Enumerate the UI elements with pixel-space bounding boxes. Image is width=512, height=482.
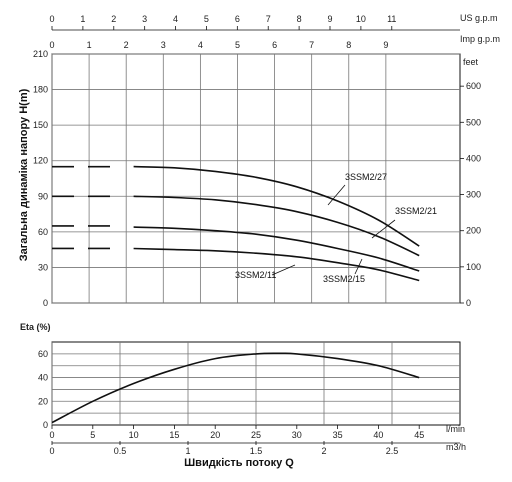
curve-label: 3SSM2/11 <box>235 270 276 280</box>
head-curve-1 <box>133 195 420 257</box>
imp-gpm-axis-title: Imp g.p.m <box>460 34 500 44</box>
head-tick-label: 150 <box>33 120 48 130</box>
eta-tick-label: 40 <box>38 373 48 383</box>
m3h-tick-label: 2.5 <box>386 446 399 456</box>
curve-label: 3SSM2/27 <box>345 172 387 182</box>
curve-label-leader <box>354 258 363 275</box>
curve-label-leader <box>271 264 296 276</box>
feet-tick-label: 0 <box>466 298 471 308</box>
us-gpm-tick-label: 6 <box>235 14 240 24</box>
eta-axis-title: Eta (%) <box>20 322 51 332</box>
us-gpm-tick-label: 5 <box>204 14 209 24</box>
us-gpm-tick-label: 7 <box>266 14 271 24</box>
feet-tick-label: 400 <box>466 153 481 163</box>
curve-label-leader <box>327 184 346 206</box>
head-axis-title: Загальна динаміка напору H(m) <box>18 88 30 261</box>
lmin-tick-label: 45 <box>414 430 424 440</box>
feet-tick-label: 200 <box>466 226 481 236</box>
lmin-tick-label: 30 <box>292 430 302 440</box>
imp-gpm-tick-label: 7 <box>309 40 314 50</box>
us-gpm-tick-label: 0 <box>49 14 54 24</box>
m3h-axis-title: m3/h <box>446 442 466 452</box>
imp-gpm-tick-label: 1 <box>87 40 92 50</box>
imp-gpm-tick-label: 0 <box>49 40 54 50</box>
imp-gpm-tick-label: 4 <box>198 40 203 50</box>
feet-axis-title: feet <box>463 57 479 67</box>
imp-gpm-tick-label: 3 <box>161 40 166 50</box>
us-gpm-tick-label: 2 <box>111 14 116 24</box>
us-gpm-axis-title: US g.p.m <box>460 13 498 23</box>
head-curve-3 <box>133 247 420 282</box>
eta-tick-label: 20 <box>38 396 48 406</box>
head-tick-label: 60 <box>38 227 48 237</box>
us-gpm-tick-label: 11 <box>387 14 396 24</box>
lmin-tick-label: 25 <box>251 430 261 440</box>
m3h-tick-label: 0 <box>49 446 54 456</box>
us-gpm-tick-label: 10 <box>356 14 366 24</box>
m3h-tick-label: 2 <box>321 446 326 456</box>
flow-axis-title: Швидкість потоку Q <box>184 457 294 469</box>
head-curve-0 <box>133 165 420 247</box>
feet-tick-label: 100 <box>466 262 481 272</box>
head-curve-2 <box>133 226 420 272</box>
lmin-tick-label: 5 <box>90 430 95 440</box>
m3h-tick-label: 1 <box>185 446 190 456</box>
imp-gpm-tick-label: 8 <box>346 40 351 50</box>
us-gpm-tick-label: 4 <box>173 14 178 24</box>
us-gpm-tick-label: 9 <box>327 14 332 24</box>
head-tick-label: 120 <box>33 156 48 166</box>
us-gpm-tick-label: 3 <box>142 14 147 24</box>
eta-tick-label: 60 <box>38 349 48 359</box>
head-tick-label: 0 <box>43 298 48 308</box>
head-tick-label: 180 <box>33 85 48 95</box>
feet-tick-label: 300 <box>466 190 481 200</box>
head-plot-frame <box>51 53 461 304</box>
lmin-axis-title: l/min <box>446 424 465 434</box>
m3h-tick-label: 1.5 <box>250 446 263 456</box>
imp-gpm-tick-label: 2 <box>124 40 129 50</box>
imp-gpm-tick-label: 5 <box>235 40 240 50</box>
curve-label: 3SSM2/15 <box>323 274 365 284</box>
lmin-tick-label: 40 <box>373 430 383 440</box>
us-gpm-tick-label: 1 <box>80 14 85 24</box>
lmin-tick-label: 0 <box>49 430 54 440</box>
curve-label-leader <box>371 219 396 239</box>
lmin-tick-label: 35 <box>333 430 343 440</box>
head-tick-label: 210 <box>33 49 48 59</box>
eta-curve <box>51 352 420 424</box>
head-tick-label: 90 <box>38 191 48 201</box>
lmin-tick-label: 20 <box>210 430 220 440</box>
head-tick-label: 30 <box>38 262 48 272</box>
feet-tick-label: 500 <box>466 117 481 127</box>
lmin-tick-label: 10 <box>129 430 139 440</box>
curve-label: 3SSM2/21 <box>395 206 437 216</box>
lmin-tick-label: 15 <box>169 430 179 440</box>
eta-tick-label: 0 <box>43 420 48 430</box>
m3h-tick-label: 0.5 <box>114 446 127 456</box>
imp-gpm-tick-label: 9 <box>383 40 388 50</box>
imp-gpm-tick-label: 6 <box>272 40 277 50</box>
us-gpm-tick-label: 8 <box>297 14 302 24</box>
feet-tick-label: 600 <box>466 81 481 91</box>
